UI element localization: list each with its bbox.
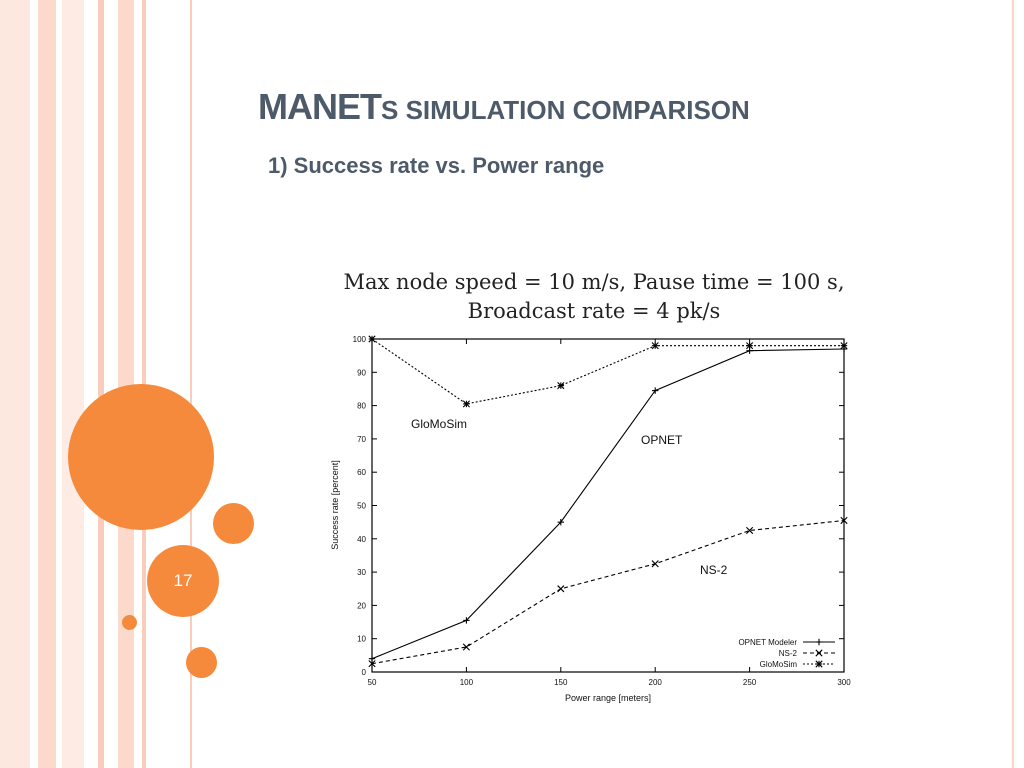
medium-circle bbox=[213, 503, 254, 544]
legend-label: OPNET Modeler bbox=[738, 638, 797, 647]
y-tick-label: 0 bbox=[362, 668, 367, 677]
small-circle-2 bbox=[186, 647, 217, 678]
marker-stroke bbox=[368, 335, 376, 343]
series-label-glomosim: GloMoSim bbox=[411, 417, 467, 431]
data-point bbox=[840, 342, 848, 350]
subtitle: 1) Success rate vs. Power range bbox=[268, 153, 605, 178]
data-point bbox=[368, 335, 376, 343]
stripe bbox=[98, 0, 104, 768]
y-tick-label: 80 bbox=[357, 402, 366, 411]
right-border-line bbox=[1012, 0, 1014, 768]
series-line-ns-2 bbox=[371, 519, 845, 665]
marker-stroke bbox=[746, 342, 754, 350]
page-title: MANETS SIMULATION COMPARISON bbox=[258, 86, 750, 128]
data-point bbox=[557, 518, 564, 526]
y-tick-label: 70 bbox=[357, 435, 366, 444]
marker-stroke bbox=[840, 342, 848, 350]
stripe bbox=[38, 0, 56, 768]
legend-marker bbox=[815, 638, 823, 646]
stripe bbox=[0, 0, 30, 768]
marker-stroke bbox=[462, 643, 470, 651]
large-circle bbox=[68, 384, 214, 530]
marker-stroke bbox=[840, 516, 848, 525]
x-tick-label: 150 bbox=[554, 678, 568, 687]
legend-marker bbox=[815, 649, 823, 657]
legend: OPNET Modeler NS-2 GloMoSim bbox=[738, 638, 835, 669]
y-tick-label: 20 bbox=[357, 601, 366, 610]
marker-stroke bbox=[651, 342, 659, 350]
chart-title-line-2: Broadcast rate = 4 pk/s bbox=[468, 299, 721, 323]
series-line-opnet-modeler bbox=[371, 348, 845, 660]
x-axis-label: Power range [meters] bbox=[565, 693, 651, 703]
title-rest: S SIMULATION COMPARISON bbox=[381, 95, 750, 125]
marker-stroke bbox=[815, 660, 823, 668]
series-label-ns2: NS-2 bbox=[700, 563, 728, 577]
chart-title-line-1: Max node speed = 10 m/s, Pause time = 10… bbox=[344, 270, 845, 294]
data-point bbox=[368, 655, 376, 662]
legend-label: NS-2 bbox=[779, 649, 798, 658]
marker-stroke bbox=[557, 382, 565, 390]
data-point bbox=[462, 400, 470, 408]
data-point bbox=[652, 387, 659, 394]
data-point bbox=[557, 585, 565, 593]
y-axis-label: Success rate [percent] bbox=[330, 460, 340, 550]
marker-stroke bbox=[815, 649, 823, 657]
x-tick-label: 100 bbox=[460, 678, 474, 687]
x-tick-label: 200 bbox=[649, 678, 663, 687]
data-point bbox=[368, 660, 376, 668]
series-line-glomosim bbox=[371, 338, 844, 405]
page-number-circle bbox=[147, 545, 219, 617]
data-point bbox=[840, 516, 848, 525]
data-point bbox=[557, 382, 565, 390]
plot-frame bbox=[371, 338, 845, 673]
stripe bbox=[62, 0, 84, 768]
series-label-opnet: OPNET bbox=[641, 433, 683, 447]
legend-label: GloMoSim bbox=[760, 660, 798, 669]
stripe bbox=[190, 0, 192, 768]
y-tick-label: 90 bbox=[357, 368, 366, 377]
data-point bbox=[463, 617, 470, 624]
marker-stroke bbox=[462, 400, 470, 408]
stripe bbox=[118, 0, 134, 768]
x-tick-label: 300 bbox=[837, 678, 851, 687]
data-point bbox=[462, 643, 470, 651]
small-circle bbox=[122, 615, 137, 630]
data-point bbox=[651, 342, 659, 350]
y-tick-label: 100 bbox=[353, 335, 367, 344]
title-main: MANET bbox=[258, 86, 382, 127]
data-point bbox=[746, 342, 754, 350]
x-tick-label: 250 bbox=[743, 678, 757, 687]
decorative-stripes bbox=[0, 0, 200, 768]
y-tick-label: 10 bbox=[357, 635, 366, 644]
marker-stroke bbox=[368, 660, 376, 668]
data-point bbox=[651, 560, 659, 568]
x-tick-label: 50 bbox=[368, 678, 377, 687]
y-tick-label: 30 bbox=[357, 568, 366, 577]
y-tick-label: 40 bbox=[357, 535, 366, 544]
y-tick-label: 50 bbox=[357, 502, 366, 511]
legend-marker bbox=[815, 660, 823, 668]
marker-stroke bbox=[557, 585, 565, 593]
y-tick-label: 60 bbox=[357, 468, 366, 477]
line-chart: Max node speed = 10 m/s, Pause time = 10… bbox=[330, 270, 851, 703]
data-point bbox=[746, 526, 754, 535]
marker-stroke bbox=[746, 526, 754, 535]
page-number: 17 bbox=[173, 571, 193, 590]
marker-stroke bbox=[651, 560, 659, 568]
